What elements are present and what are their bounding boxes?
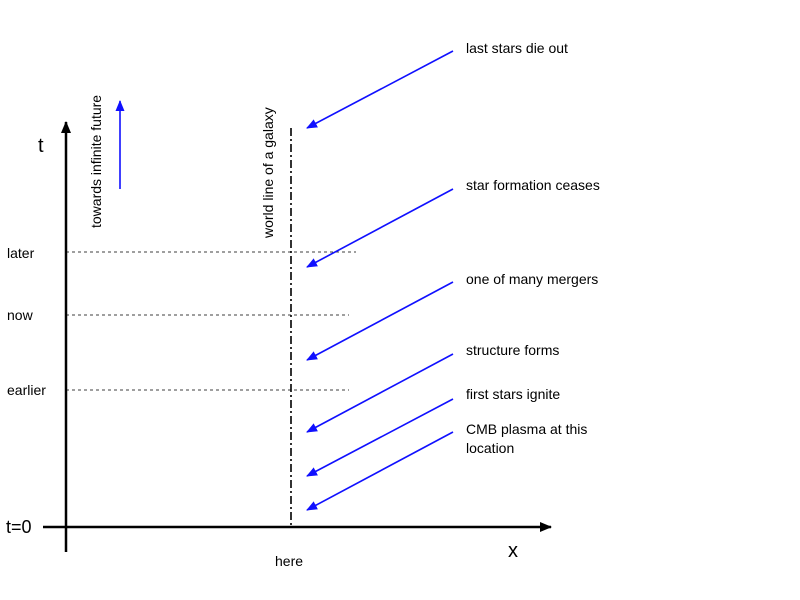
x-axis-label: x [508, 540, 518, 562]
later-label: later [7, 245, 35, 261]
event-first-stars-label: first stars ignite [466, 386, 560, 402]
now-label: now [7, 307, 34, 323]
worldline-label: world line of a galaxy [260, 107, 276, 239]
event-star-formation-label: star formation ceases [466, 177, 600, 193]
event-structure-label: structure forms [466, 342, 559, 358]
event-mergers-label: one of many mergers [466, 271, 598, 287]
event-cmb-label-line1: CMB plasma at this [466, 421, 587, 437]
event-last-stars-label: last stars die out [466, 40, 568, 56]
pointer-cmb-arrow-icon [306, 431, 454, 511]
pointer-last-stars-arrow-icon [306, 50, 454, 129]
t-axis-label: t [38, 135, 44, 157]
pointer-star-formation-arrow-icon [306, 188, 454, 268]
pointer-structure-arrow-icon [306, 353, 454, 433]
future-direction-label: towards infinite future [88, 95, 104, 228]
here-label: here [275, 553, 303, 569]
pointer-mergers-arrow-icon [306, 281, 454, 361]
pointer-first-stars-arrow-icon [306, 398, 454, 477]
earlier-label: earlier [7, 382, 46, 398]
origin-label: t=0 [6, 517, 32, 537]
event-cmb-label-line2: location [466, 440, 514, 456]
